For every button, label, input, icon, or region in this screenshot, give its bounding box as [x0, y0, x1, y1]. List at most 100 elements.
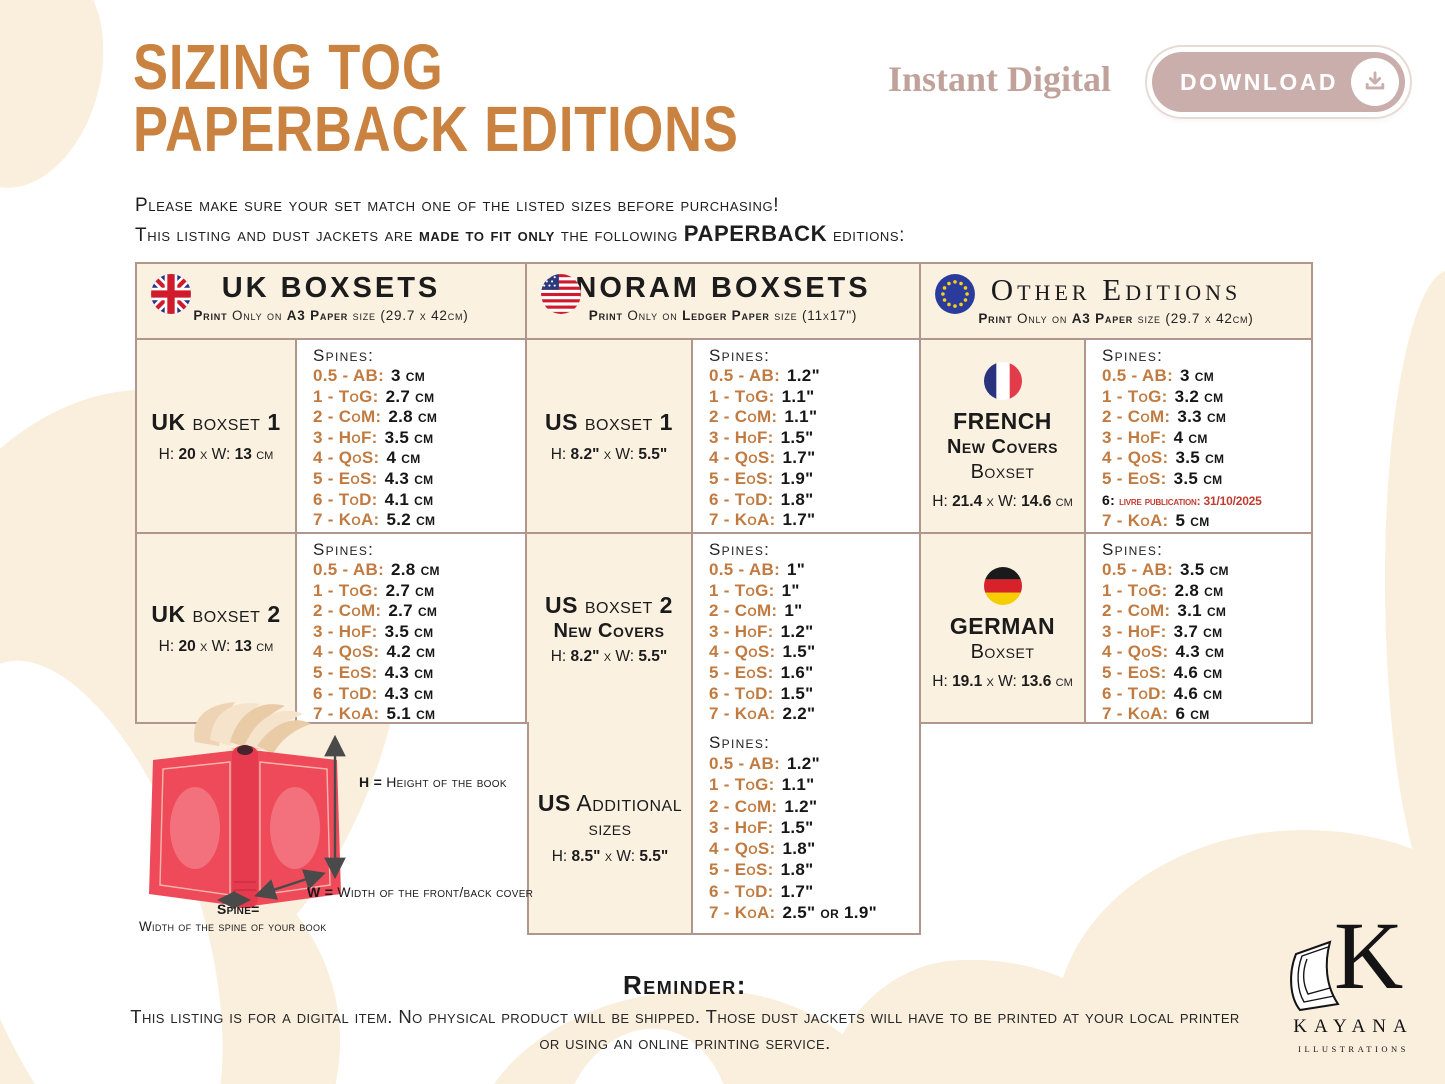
spine-label: 3 - HoF:: [1102, 427, 1167, 447]
spine-label: 1 - ToG:: [709, 775, 775, 795]
spine-row: 3 - HoF: 1.5": [709, 428, 919, 449]
text-segment: Width of the front/back cover: [337, 884, 534, 900]
spine-value: 1.9": [780, 468, 814, 488]
text-segment: 1: [659, 409, 673, 435]
spine-value: 1.8": [782, 839, 816, 859]
spine-row: 4 - QoS: 1.8": [709, 838, 919, 859]
page-title-line1: SIZING TOG: [133, 31, 444, 103]
text-segment: 1: [267, 409, 281, 435]
logo-name: KAYANA: [1293, 1016, 1414, 1037]
text-segment: H:: [932, 672, 953, 690]
boxset-subname: New Covers: [947, 435, 1058, 460]
header-title: Other Editions: [990, 272, 1242, 307]
text-segment: New Covers: [946, 436, 1058, 458]
spine-row: 7 - KoA: 2.5" or 1.9": [709, 902, 919, 923]
spine-label: 5 - EoS:: [313, 468, 378, 488]
spine-label: 7 - KoA:: [709, 704, 776, 724]
spine-row: 2 - CoM: 3.3 cm: [1102, 407, 1311, 428]
spine-row: 0.5 - AB: 1": [709, 560, 919, 581]
spine-label: 5 - EoS:: [709, 662, 774, 682]
boxset-size: H: 8.2" x W: 5.5": [551, 648, 668, 666]
spine-value: 3.5 cm: [1175, 448, 1225, 468]
spine-number: 6:: [1102, 491, 1116, 508]
spine-value: 3.5 cm: [384, 427, 434, 447]
spine-row: 4 - QoS: 4.2 cm: [313, 642, 525, 663]
boxset-subname: Boxset: [971, 460, 1035, 485]
text-segment: 21.4: [952, 493, 983, 510]
text-segment: US: [545, 591, 585, 618]
boxset-name: US boxset 1: [545, 408, 673, 436]
spine-value: 5.2 cm: [386, 510, 436, 530]
spine-row: 1 - ToG: 2.7 cm: [313, 387, 525, 408]
text-segment: 13: [234, 446, 252, 463]
spine-label: 1 - ToG:: [709, 580, 775, 600]
download-icon: [1351, 58, 1399, 106]
spine-label: 7 - KoA:: [313, 510, 380, 530]
spine-row: 1 - ToG: 2.8 cm: [1102, 581, 1311, 602]
text-segment: US: [537, 790, 571, 816]
text-segment: cm: [1051, 672, 1073, 690]
spine-label: Spine=: [217, 901, 260, 917]
text-segment: 8.2": [570, 647, 600, 665]
spine-value: 1.5": [782, 642, 816, 662]
text-segment: 13: [234, 638, 252, 655]
text-segment: GERMAN: [949, 612, 1056, 639]
text-segment: editions:: [827, 225, 906, 246]
header-uk-boxsets: UK BOXSETS Print Only on A3 Paper size (…: [137, 264, 527, 340]
boxset-size: H: 8.2" x W: 5.5": [551, 446, 668, 464]
spine-value: 1.8": [780, 860, 814, 880]
spine-label: 6 - ToD:: [709, 683, 774, 703]
text-segment: size (29.7 x 42cm): [348, 308, 469, 323]
spine-value: 1": [787, 560, 806, 579]
spine-row: 6 - ToD: 4.6 cm: [1102, 684, 1311, 705]
spine-label: 7 - KoA:: [1102, 704, 1169, 724]
spine-value: 2.8 cm: [1174, 580, 1224, 600]
text-segment: 20: [178, 638, 196, 655]
spine-value: 1.5": [780, 683, 814, 703]
text-segment: UK: [151, 409, 193, 435]
spine-value: 1.1": [781, 386, 815, 406]
text-segment: cm: [1051, 493, 1073, 510]
spine-value: 1": [784, 601, 803, 621]
text-segment: A3 Paper: [286, 308, 349, 323]
spines-heading: Spines:: [313, 346, 375, 365]
spine-value: 4.2 cm: [386, 642, 436, 662]
spine-label: 4 - QoS:: [709, 642, 776, 662]
text-segment: A3 Paper: [1071, 311, 1134, 326]
height-label: H = Height of the book: [359, 774, 507, 790]
text-segment: Only on: [1012, 311, 1072, 326]
spine-value: 4.3 cm: [384, 468, 434, 488]
boxset-name: US Additional: [538, 789, 682, 817]
book-measurement-diagram: H = Height of the book W = Width of the …: [135, 698, 533, 950]
text-segment: Additional: [570, 790, 683, 816]
text-segment: x W:: [599, 446, 639, 463]
spine-row: 0.5 - AB: 3 cm: [1102, 366, 1311, 387]
spine-label: 1 - ToG:: [1102, 580, 1168, 600]
spine-label: 1 - ToG:: [709, 386, 775, 406]
background-blob: [0, 0, 128, 206]
spine-label: 1 - ToG:: [313, 386, 379, 406]
kayana-logo: K KAYANA ILLUSTRATIONS: [1262, 906, 1445, 1084]
text-segment: UK: [151, 601, 193, 627]
us-boxset-2-spines: Spines: 0.5 - AB: 1" 1 - ToG: 1" 2 - CoM: 1" 3 …: [693, 534, 921, 724]
spine-row: 0.5 - AB: 2.8 cm: [313, 560, 525, 581]
spine-value: 3.3 cm: [1177, 407, 1227, 427]
width-label: W = Width of the front/back cover: [307, 884, 533, 900]
spine-value: 5 cm: [1175, 511, 1210, 531]
spine-value: 4.3 cm: [384, 662, 434, 682]
spine-row: 3 - HoF: 3.5 cm: [313, 622, 525, 643]
spine-row: 5 - EoS: 1.8": [709, 859, 919, 880]
spine-label: 2 - CoM:: [1102, 601, 1171, 621]
spine-value: 1.5": [780, 817, 814, 837]
header-title: NORAM BOXSETS: [575, 272, 871, 304]
spine-row: 3 - HoF: 1.2": [709, 622, 919, 643]
spine-row: 5 - EoS: 4.3 cm: [313, 469, 525, 490]
germany-flag-icon: [983, 566, 1022, 605]
spine-row: 3 - HoF: 3.5 cm: [313, 428, 525, 449]
download-button[interactable]: DOWNLOAD: [1152, 52, 1405, 112]
boxset-size: H: 19.1 x W: 13.6 cm: [932, 673, 1073, 691]
spines-heading: Spines:: [313, 540, 375, 559]
text-segment: 5.5": [638, 446, 668, 463]
spine-row: 0.5 - AB: 3 cm: [313, 366, 525, 387]
spines-heading: Spines:: [709, 540, 771, 559]
